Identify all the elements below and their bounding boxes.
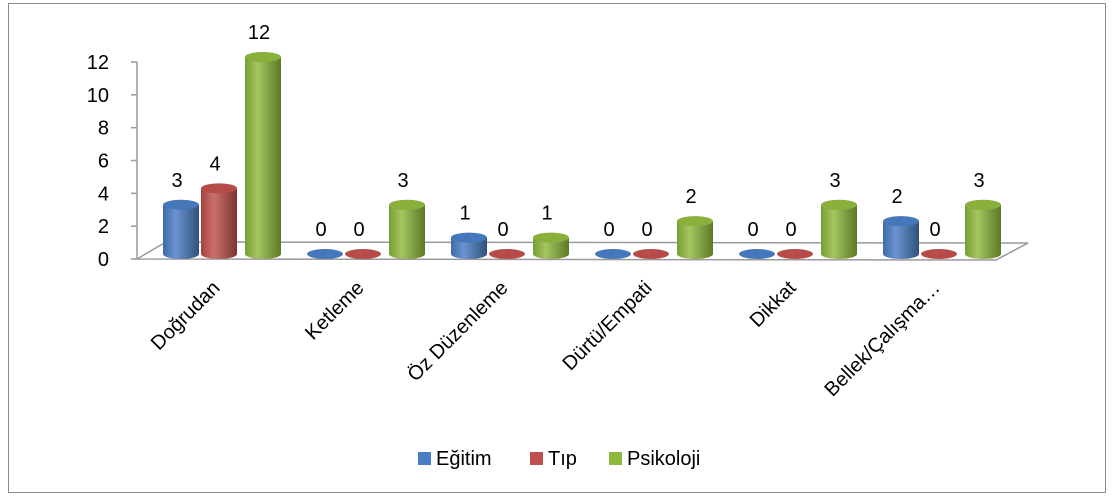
data-label: 0 — [497, 219, 508, 241]
data-label: 3 — [171, 170, 182, 192]
bar-top — [677, 216, 713, 227]
data-labels: 3 4 12 0 0 3 1 0 1 0 0 2 0 0 3 2 0 3 — [171, 22, 984, 241]
data-label: 1 — [541, 203, 552, 225]
legend-label: Tıp — [548, 448, 577, 470]
category-label: Dikkat — [746, 277, 801, 332]
data-label: 0 — [929, 219, 940, 241]
bar-body — [389, 204, 425, 259]
bar — [595, 249, 631, 259]
data-label: 3 — [973, 170, 984, 192]
bar-body — [533, 237, 569, 259]
y-tick-label: 4 — [98, 183, 109, 205]
data-label: 12 — [248, 22, 270, 44]
y-axis: 0 2 4 6 8 10 12 — [87, 52, 138, 271]
bar — [307, 249, 343, 259]
y-tick-label: 12 — [87, 52, 109, 74]
bar — [451, 232, 487, 259]
data-label: 2 — [685, 186, 696, 208]
bar — [739, 249, 775, 259]
bar — [245, 52, 281, 259]
data-label: 2 — [891, 186, 902, 208]
category-labels: Doğrudan Ketleme Öz Düzenleme Dürtü/Empati D… — [147, 277, 945, 401]
bar-top — [883, 216, 919, 227]
bar-top — [245, 52, 281, 62]
bar-body — [451, 237, 487, 259]
data-label: 0 — [747, 219, 758, 241]
data-label: 0 — [315, 219, 326, 241]
legend-swatch — [609, 452, 622, 465]
legend-item: Eğitim — [418, 448, 492, 470]
bar-top — [489, 249, 525, 259]
y-tick-label: 6 — [98, 151, 109, 173]
bar-body — [883, 221, 919, 259]
bar — [201, 183, 237, 259]
legend: Eğitim Tıp Psikoloji — [418, 448, 700, 470]
bar — [633, 249, 669, 259]
bar-body — [821, 204, 857, 259]
bar-top — [345, 249, 381, 259]
legend-item: Psikoloji — [609, 448, 700, 470]
data-label: 0 — [641, 219, 652, 241]
bar-body — [163, 204, 199, 259]
bar — [777, 249, 813, 259]
data-label: 0 — [353, 219, 364, 241]
bar — [965, 199, 1001, 259]
bar-body — [245, 57, 281, 259]
bar-top — [451, 232, 487, 243]
bar-top — [633, 249, 669, 259]
y-tick-label: 0 — [98, 249, 109, 271]
bar-body — [201, 188, 237, 259]
bar — [345, 249, 381, 259]
bar-top — [739, 249, 775, 259]
bar-top — [389, 199, 425, 210]
data-label: 1 — [459, 203, 470, 225]
bar-top — [821, 199, 857, 210]
bar-top — [163, 199, 199, 210]
category-label: Doğrudan — [147, 277, 225, 355]
bar-body — [965, 204, 1001, 259]
legend-item: Tıp — [530, 448, 577, 470]
category-label: Bellek/Çalışma… — [821, 277, 945, 401]
bar-top — [201, 183, 237, 194]
data-label: 4 — [209, 153, 220, 175]
y-tick-label: 2 — [98, 216, 109, 238]
y-tick-label: 10 — [87, 85, 109, 107]
legend-swatch — [418, 452, 431, 465]
bar — [163, 199, 199, 259]
data-label: 3 — [397, 170, 408, 192]
bars — [163, 52, 1001, 259]
bar — [883, 216, 919, 259]
bar — [677, 216, 713, 259]
bar-top — [921, 249, 957, 259]
bar-top — [595, 249, 631, 259]
legend-label: Eğitim — [436, 448, 492, 470]
bar — [389, 199, 425, 259]
bar — [921, 249, 957, 259]
bar — [533, 232, 569, 259]
y-tick-label: 8 — [98, 118, 109, 140]
bar-top — [307, 249, 343, 259]
bar-body — [677, 221, 713, 259]
bar-top — [965, 199, 1001, 210]
data-label: 3 — [829, 170, 840, 192]
bar — [489, 249, 525, 259]
category-label: Ketleme — [301, 277, 368, 344]
bar — [821, 199, 857, 259]
bar-top — [533, 232, 569, 243]
legend-swatch — [530, 452, 543, 465]
bar-top — [777, 249, 813, 259]
data-label: 0 — [785, 219, 796, 241]
legend-label: Psikoloji — [627, 448, 700, 470]
data-label: 0 — [603, 219, 614, 241]
category-label: Dürtü/Empati — [558, 277, 656, 375]
category-label: Öz Düzenleme — [403, 277, 512, 386]
